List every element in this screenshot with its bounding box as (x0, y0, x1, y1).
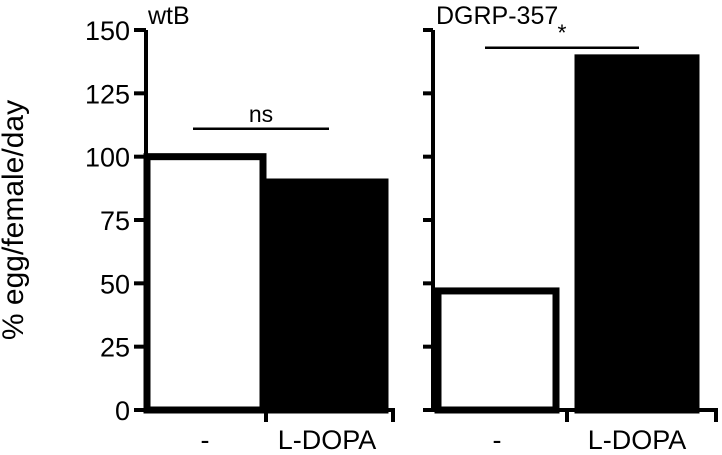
y-tick-label: 75 (100, 206, 130, 236)
y-tick-label: 150 (85, 16, 130, 46)
significance-label: * (558, 20, 567, 46)
bar-l-dopa (265, 178, 389, 414)
y-tick-label: 100 (85, 143, 130, 173)
y-tick-label: 125 (85, 79, 130, 109)
x-tick-label: - (201, 425, 210, 455)
panel-wtb: 0 25 50 75 100 125 150 wtB - L-DOPA ns (85, 2, 395, 455)
bar-control (434, 287, 560, 414)
y-axis-label: % egg/female/day (0, 100, 30, 340)
panel-dgrp-357: DGRP-357 - L-DOPA * (423, 2, 718, 455)
significance-label: ns (249, 101, 273, 127)
bar-control (143, 153, 267, 414)
panel-title: DGRP-357 (436, 2, 558, 30)
x-tick-label: - (493, 425, 502, 455)
x-tick-label: L-DOPA (588, 425, 687, 455)
y-tick-label: 0 (115, 396, 130, 426)
panel-title: wtB (147, 2, 190, 30)
y-tick-label: 25 (100, 333, 130, 363)
bar-l-dopa (574, 54, 700, 414)
y-tick-label: 50 (100, 269, 130, 299)
x-tick-label: L-DOPA (278, 425, 377, 455)
